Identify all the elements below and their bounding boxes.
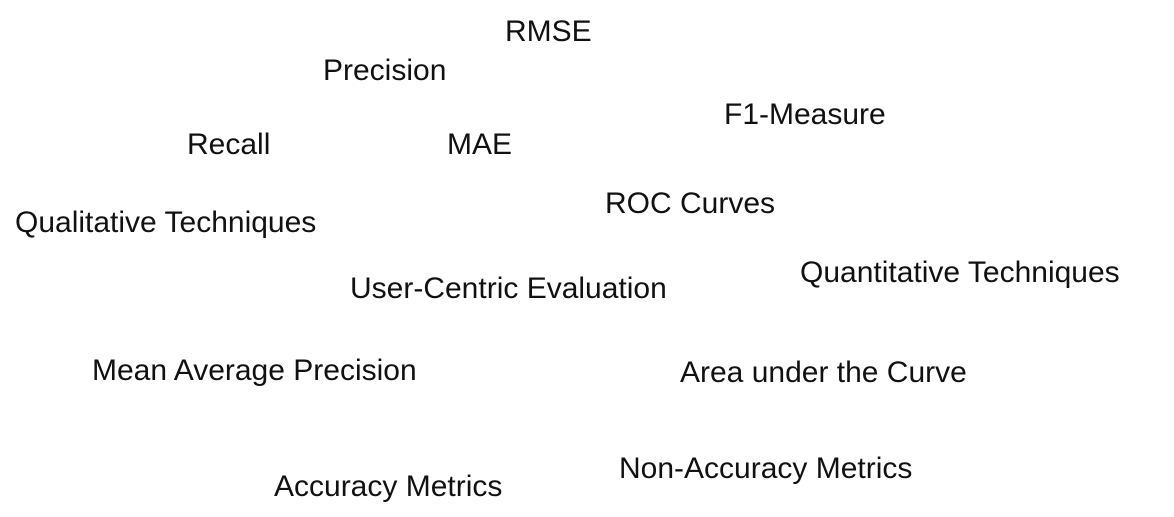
term-rmse: RMSE — [505, 15, 592, 48]
term-user-centric-evaluation: User-Centric Evaluation — [350, 272, 667, 305]
term-f1-measure: F1-Measure — [724, 98, 886, 131]
term-accuracy-metrics: Accuracy Metrics — [274, 470, 503, 503]
term-roc-curves: ROC Curves — [605, 187, 776, 220]
term-recall: Recall — [187, 128, 271, 161]
term-non-accuracy-metrics: Non-Accuracy Metrics — [619, 452, 913, 485]
term-mean-average-precision: Mean Average Precision — [92, 354, 417, 387]
term-mae: MAE — [447, 128, 513, 161]
term-quantitative-techniques: Quantitative Techniques — [800, 256, 1120, 289]
term-area-under-the-curve: Area under the Curve — [680, 356, 967, 389]
term-precision: Precision — [323, 54, 447, 87]
term-qualitative-techniques: Qualitative Techniques — [15, 206, 317, 239]
